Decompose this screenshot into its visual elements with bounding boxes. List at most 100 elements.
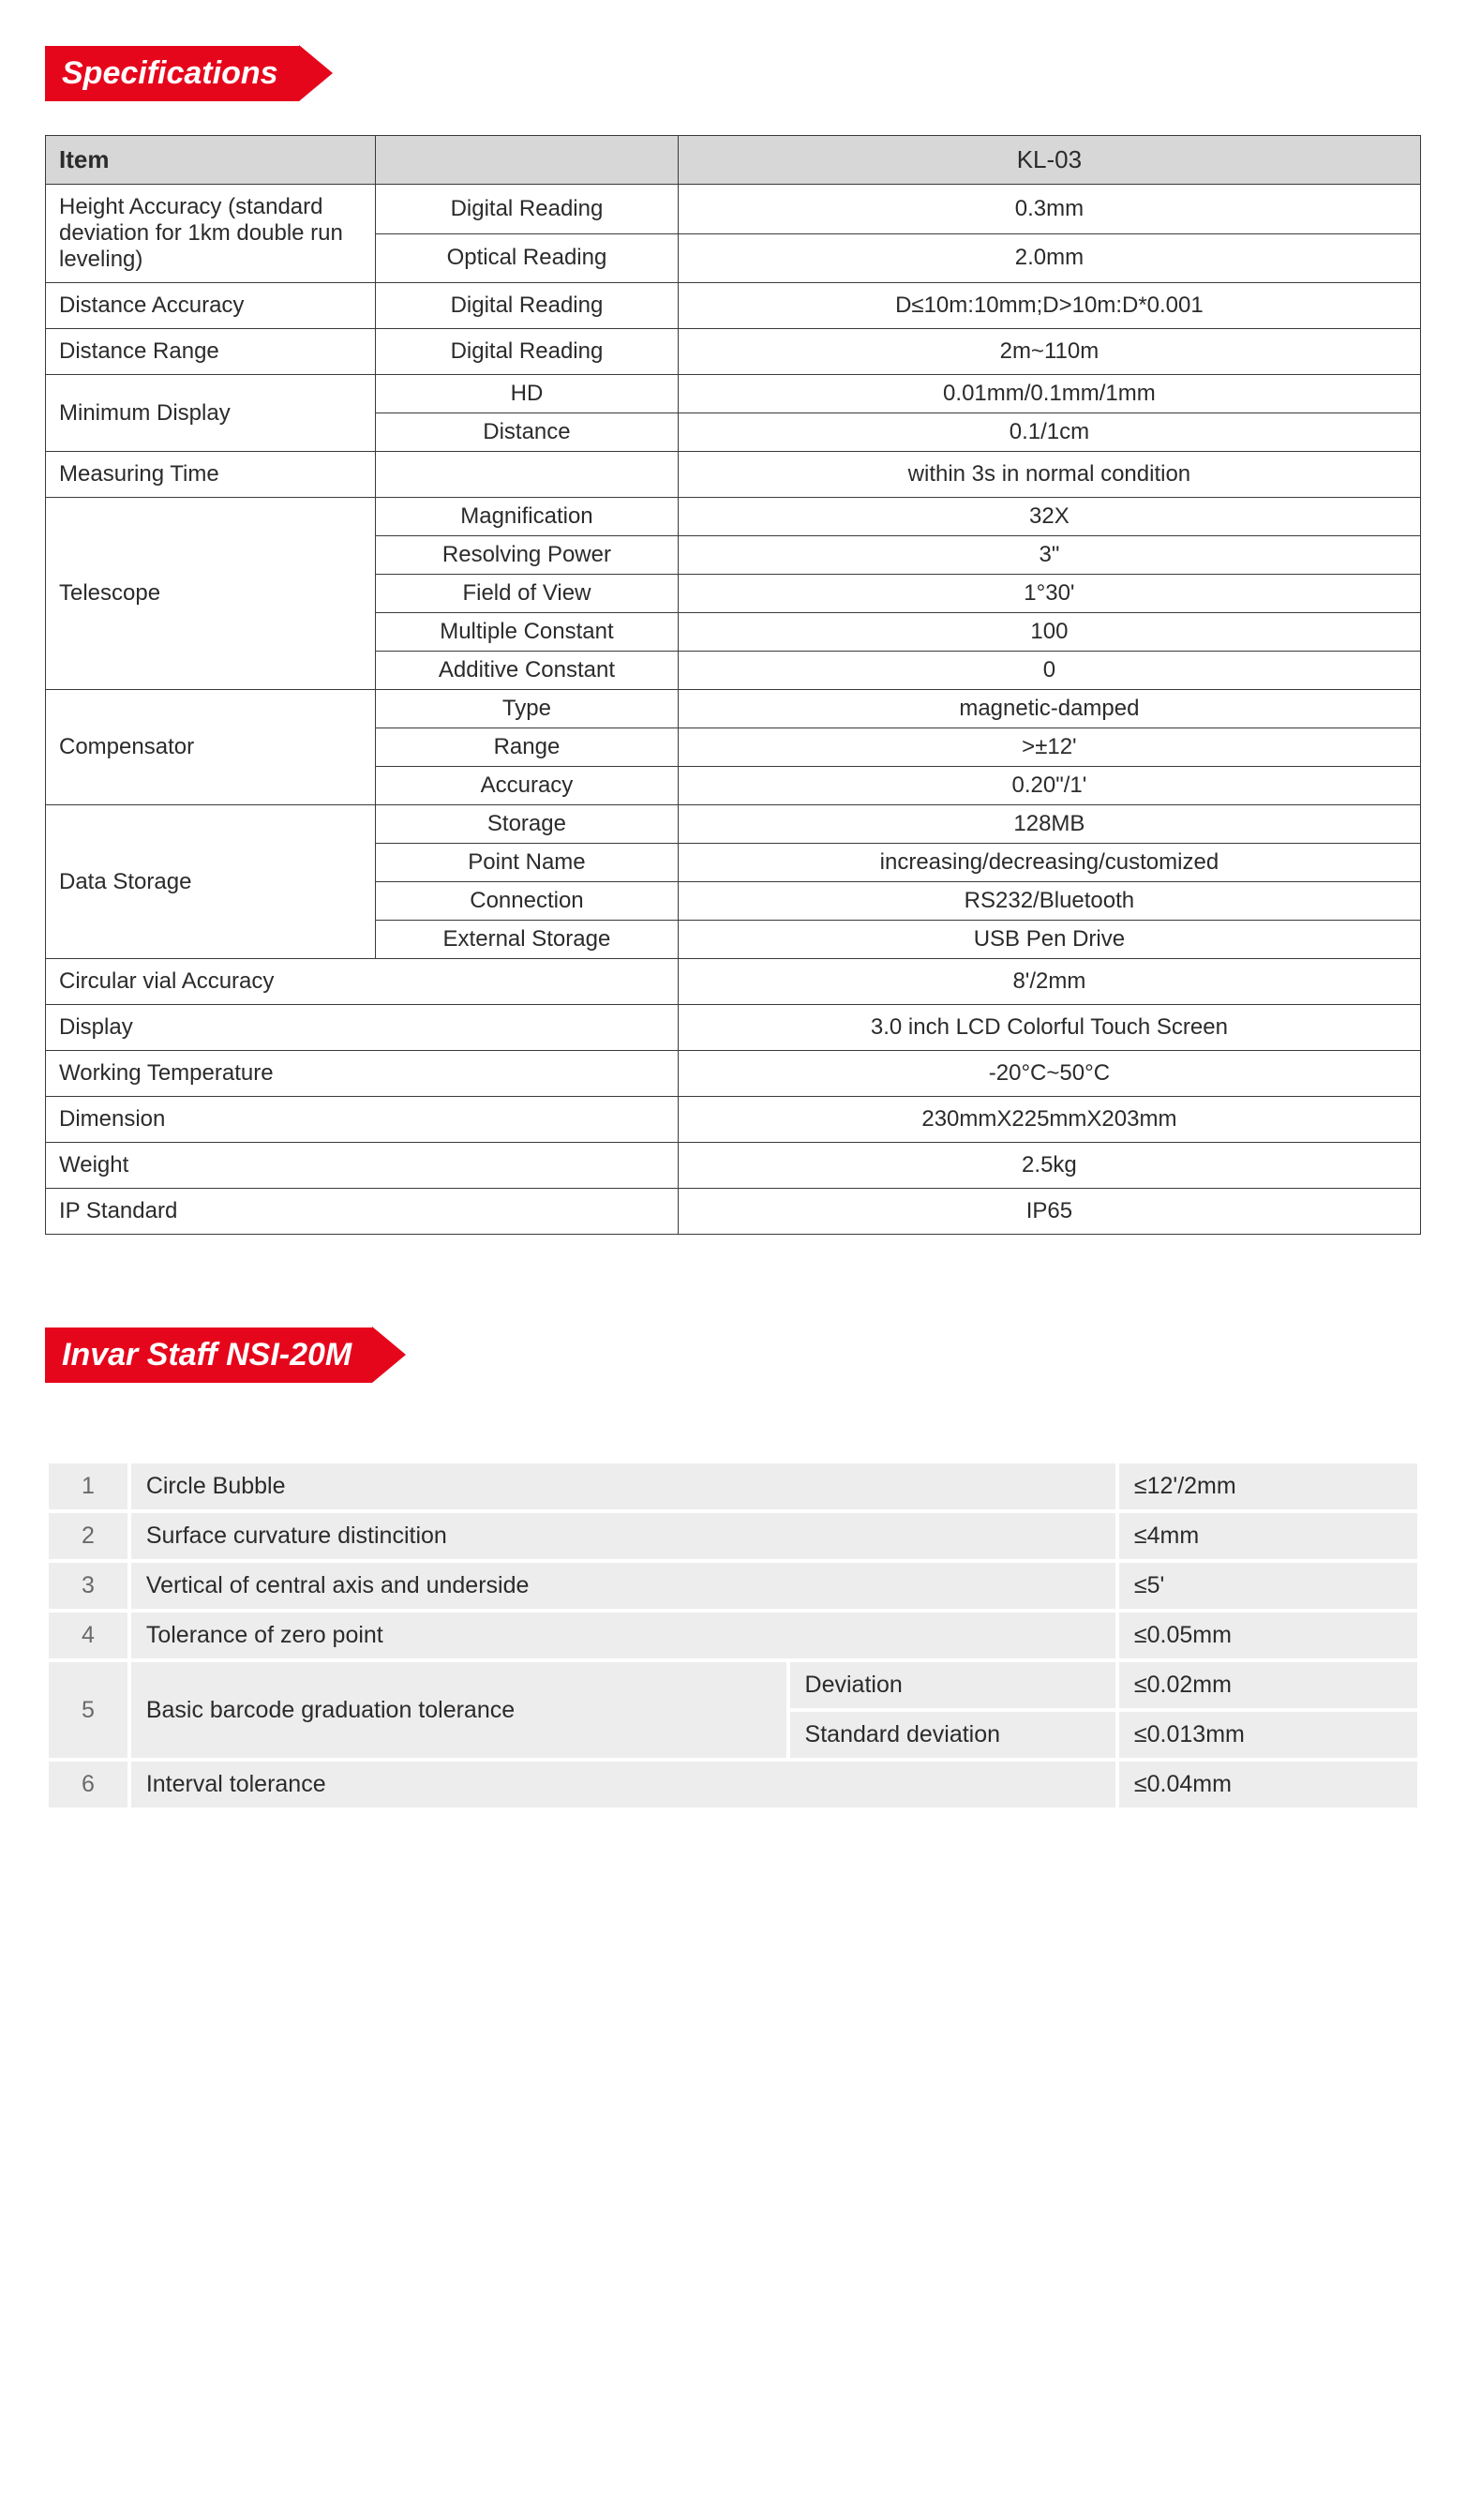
- spec-value: magnetic-damped: [678, 690, 1420, 728]
- spec-subitem: Magnification: [376, 498, 679, 536]
- row-number: 6: [47, 1760, 129, 1809]
- table-row: Distance RangeDigital Reading2m~110m: [46, 329, 1421, 375]
- spec-item-name: Circular vial Accuracy: [46, 959, 679, 1005]
- table-row: Weight2.5kg: [46, 1143, 1421, 1189]
- spec-value: 100: [678, 613, 1420, 652]
- spec-subitem: Accuracy: [376, 767, 679, 805]
- row-value: ≤0.04mm: [1117, 1760, 1419, 1809]
- spec-subitem: [376, 452, 679, 498]
- specifications-table: Item KL-03 Height Accuracy (standard dev…: [45, 135, 1421, 1235]
- arrow-right-icon: [372, 1327, 406, 1383]
- spec-subitem: Digital Reading: [376, 185, 679, 234]
- spec-subitem: Storage: [376, 805, 679, 844]
- table-row: Data StorageStorage128MB: [46, 805, 1421, 844]
- spec-item-name: Display: [46, 1005, 679, 1051]
- spec-item-name: Minimum Display: [46, 375, 376, 452]
- spec-item-name: Distance Accuracy: [46, 283, 376, 329]
- table-row: Dimension230mmX225mmX203mm: [46, 1097, 1421, 1143]
- table-row: TelescopeMagnification32X: [46, 498, 1421, 536]
- spec-value: 2m~110m: [678, 329, 1420, 375]
- spec-value: 8'/2mm: [678, 959, 1420, 1005]
- row-label: Surface curvature distincition: [129, 1511, 1117, 1561]
- spec-subitem: Distance: [376, 413, 679, 452]
- spec-value: increasing/decreasing/customized: [678, 844, 1420, 882]
- spec-header-item: Item: [46, 136, 376, 185]
- spec-value: 128MB: [678, 805, 1420, 844]
- spec-subitem: Type: [376, 690, 679, 728]
- section-title: Invar Staff NSI-20M: [45, 1328, 372, 1383]
- spec-subitem: External Storage: [376, 921, 679, 959]
- spec-item-name: Compensator: [46, 690, 376, 805]
- spec-subitem: Optical Reading: [376, 233, 679, 283]
- spec-value: 0: [678, 652, 1420, 690]
- spec-value: within 3s in normal condition: [678, 452, 1420, 498]
- arrow-right-icon: [299, 45, 333, 101]
- spec-header-model: KL-03: [678, 136, 1420, 185]
- spec-subitem: HD: [376, 375, 679, 413]
- row-value: ≤5': [1117, 1561, 1419, 1611]
- table-row: 6Interval tolerance≤0.04mm: [47, 1760, 1419, 1809]
- spec-item-name: Working Temperature: [46, 1051, 679, 1097]
- spec-value: 3.0 inch LCD Colorful Touch Screen: [678, 1005, 1420, 1051]
- table-row: Circular vial Accuracy8'/2mm: [46, 959, 1421, 1005]
- invar-staff-table: 1Circle Bubble≤12'/2mm2Surface curvature…: [45, 1460, 1421, 1811]
- spec-subitem: Range: [376, 728, 679, 767]
- table-row: 1Circle Bubble≤12'/2mm: [47, 1462, 1419, 1511]
- spec-value: 0.1/1cm: [678, 413, 1420, 452]
- spec-value: RS232/Bluetooth: [678, 882, 1420, 921]
- row-value: ≤12'/2mm: [1117, 1462, 1419, 1511]
- spec-item-name: IP Standard: [46, 1189, 679, 1235]
- spec-value: >±12': [678, 728, 1420, 767]
- row-value: ≤4mm: [1117, 1511, 1419, 1561]
- spec-value: 0.01mm/0.1mm/1mm: [678, 375, 1420, 413]
- table-row: IP StandardIP65: [46, 1189, 1421, 1235]
- table-row: 4Tolerance of zero point≤0.05mm: [47, 1611, 1419, 1660]
- spec-value: 3": [678, 536, 1420, 575]
- section-header-specifications: Specifications: [45, 45, 333, 101]
- table-row: Height Accuracy (standard deviation for …: [46, 185, 1421, 234]
- row-label: Interval tolerance: [129, 1760, 1117, 1809]
- table-row: 2Surface curvature distincition≤4mm: [47, 1511, 1419, 1561]
- table-row: Distance AccuracyDigital ReadingD≤10m:10…: [46, 283, 1421, 329]
- spec-value: IP65: [678, 1189, 1420, 1235]
- spec-item-name: Dimension: [46, 1097, 679, 1143]
- row-sublabel: Standard deviation: [788, 1710, 1117, 1760]
- row-number: 4: [47, 1611, 129, 1660]
- spec-value: 0.20"/1': [678, 767, 1420, 805]
- row-number: 3: [47, 1561, 129, 1611]
- spec-subitem: Field of View: [376, 575, 679, 613]
- row-number: 1: [47, 1462, 129, 1511]
- spec-value: 230mmX225mmX203mm: [678, 1097, 1420, 1143]
- row-label: Basic barcode graduation tolerance: [129, 1660, 788, 1760]
- spec-value: 32X: [678, 498, 1420, 536]
- spec-value: -20°C~50°C: [678, 1051, 1420, 1097]
- spec-subitem: Point Name: [376, 844, 679, 882]
- section-header-invar: Invar Staff NSI-20M: [45, 1327, 406, 1383]
- spec-item-name: Weight: [46, 1143, 679, 1189]
- spec-value: 2.5kg: [678, 1143, 1420, 1189]
- spec-item-name: Distance Range: [46, 329, 376, 375]
- table-row: Measuring Timewithin 3s in normal condit…: [46, 452, 1421, 498]
- row-label: Vertical of central axis and underside: [129, 1561, 1117, 1611]
- table-row: 5Basic barcode graduation toleranceDevia…: [47, 1660, 1419, 1710]
- table-row: Display3.0 inch LCD Colorful Touch Scree…: [46, 1005, 1421, 1051]
- spec-subitem: Resolving Power: [376, 536, 679, 575]
- row-label: Tolerance of zero point: [129, 1611, 1117, 1660]
- spec-subitem: Additive Constant: [376, 652, 679, 690]
- section-title: Specifications: [45, 46, 299, 101]
- spec-subitem: Connection: [376, 882, 679, 921]
- spec-subitem: Digital Reading: [376, 283, 679, 329]
- table-row: CompensatorTypemagnetic-damped: [46, 690, 1421, 728]
- row-sublabel: Deviation: [788, 1660, 1117, 1710]
- row-number: 5: [47, 1660, 129, 1760]
- spec-item-name: Data Storage: [46, 805, 376, 959]
- row-value: ≤0.013mm: [1117, 1710, 1419, 1760]
- spec-value: USB Pen Drive: [678, 921, 1420, 959]
- spec-item-name: Height Accuracy (standard deviation for …: [46, 185, 376, 283]
- table-row: Working Temperature-20°C~50°C: [46, 1051, 1421, 1097]
- spec-value: 1°30': [678, 575, 1420, 613]
- row-label: Circle Bubble: [129, 1462, 1117, 1511]
- spec-value: 0.3mm: [678, 185, 1420, 234]
- spec-value: D≤10m:10mm;D>10m:D*0.001: [678, 283, 1420, 329]
- spec-value: 2.0mm: [678, 233, 1420, 283]
